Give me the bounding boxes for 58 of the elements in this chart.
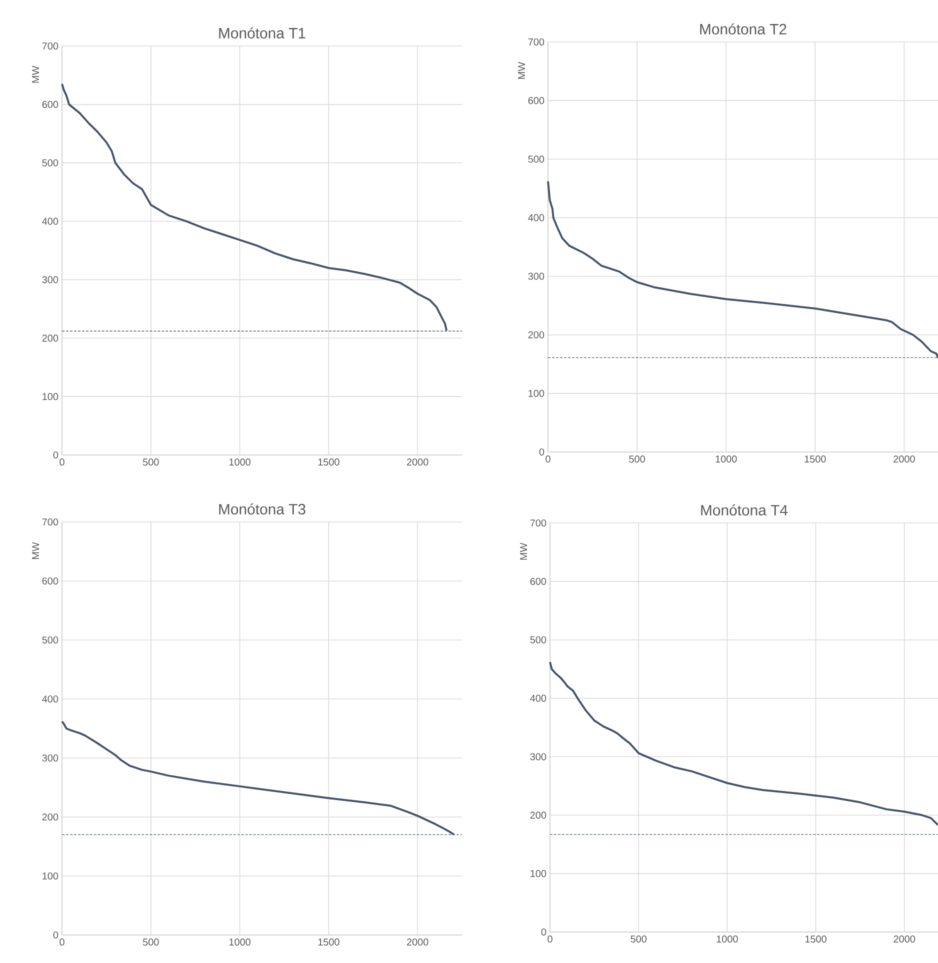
x-tick-label: 2000 [406, 458, 428, 466]
x-tick-label: 1000 [716, 456, 737, 463]
y-tick-label: 100 [42, 872, 58, 880]
y-tick-label: 700 [530, 519, 546, 527]
y-tick-label: 200 [528, 331, 544, 338]
chart-title: Monótona T4 [701, 504, 788, 516]
chart-title: Monótona T1 [219, 27, 306, 38]
x-tick-label: 500 [629, 456, 645, 463]
y-tick-label: 500 [42, 636, 58, 644]
y-tick-label: 600 [530, 578, 546, 585]
y-tick-label: 300 [530, 753, 546, 760]
line-series [549, 661, 938, 826]
x-tick-label: 2000 [894, 456, 915, 463]
y-tick-label: 200 [42, 813, 58, 821]
y-tick-label: 400 [530, 694, 546, 702]
y-tick-label: 400 [42, 695, 58, 703]
y-tick-label: 200 [530, 812, 546, 819]
y-axis-title: MW [518, 62, 526, 79]
y-tick-label: 700 [528, 38, 544, 46]
y-tick-label: 100 [530, 870, 546, 878]
x-tick-label: 1000 [716, 936, 738, 943]
y-tick-label: 100 [42, 393, 58, 400]
x-tick-label: 500 [142, 458, 159, 466]
y-tick-label: 500 [528, 156, 544, 163]
y-tick-label: 600 [42, 577, 58, 585]
y-tick-label: 500 [42, 159, 58, 166]
chart-title: Monótona T3 [219, 503, 306, 514]
x-tick-label: 2000 [894, 936, 916, 943]
x-tick-label: 500 [142, 938, 159, 946]
x-tick-label: 0 [60, 938, 64, 946]
y-tick-label: 400 [528, 214, 544, 222]
x-tick-label: 500 [630, 936, 647, 943]
y-tick-label: 500 [530, 636, 546, 644]
x-tick-label: 2000 [406, 938, 428, 946]
x-tick-label: 1500 [805, 936, 826, 943]
y-tick-label: 600 [528, 97, 544, 104]
y-tick-label: 700 [42, 42, 58, 50]
x-tick-label: 1000 [229, 458, 250, 466]
x-tick-label: 0 [548, 936, 552, 943]
y-axis-title: MW [520, 542, 528, 560]
x-tick-label: 1000 [229, 938, 250, 946]
y-axis-title: MW [32, 66, 39, 83]
y-tick-label: 100 [528, 390, 544, 397]
y-tick-label: 0 [539, 448, 544, 456]
y-tick-label: 400 [42, 218, 58, 225]
x-tick-label: 1500 [804, 456, 826, 463]
y-tick-label: 300 [42, 754, 58, 762]
y-tick-label: 700 [42, 518, 58, 526]
x-tick-label: 1500 [318, 458, 340, 466]
x-tick-label: 1500 [318, 938, 340, 946]
y-tick-label: 300 [528, 272, 544, 280]
chart-title: Monótona T2 [700, 23, 786, 34]
x-tick-label: 0 [60, 458, 64, 466]
y-tick-label: 0 [541, 928, 546, 936]
y-tick-label: 300 [42, 276, 58, 284]
y-tick-label: 600 [42, 100, 58, 108]
y-tick-label: 200 [42, 334, 58, 342]
y-axis-title: MW [32, 542, 39, 559]
